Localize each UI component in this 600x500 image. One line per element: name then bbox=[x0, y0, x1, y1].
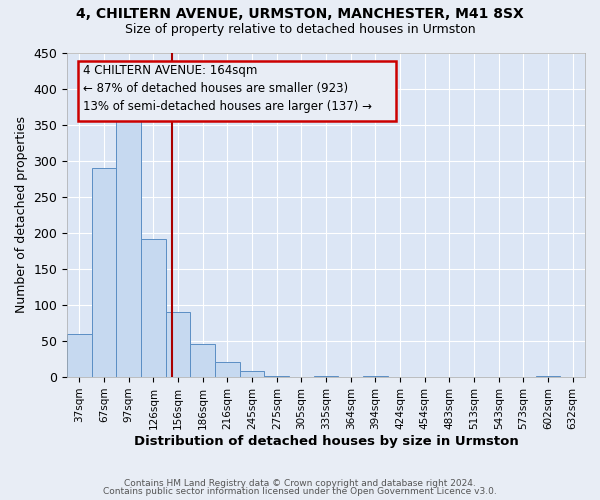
Text: Size of property relative to detached houses in Urmston: Size of property relative to detached ho… bbox=[125, 22, 475, 36]
FancyBboxPatch shape bbox=[77, 60, 396, 120]
Text: Contains HM Land Registry data © Crown copyright and database right 2024.: Contains HM Land Registry data © Crown c… bbox=[124, 478, 476, 488]
X-axis label: Distribution of detached houses by size in Urmston: Distribution of detached houses by size … bbox=[134, 434, 518, 448]
Y-axis label: Number of detached properties: Number of detached properties bbox=[15, 116, 28, 314]
Bar bbox=[363, 376, 388, 377]
Bar bbox=[215, 362, 240, 377]
Bar bbox=[141, 238, 166, 377]
Bar bbox=[92, 168, 116, 377]
Text: 4, CHILTERN AVENUE, URMSTON, MANCHESTER, M41 8SX: 4, CHILTERN AVENUE, URMSTON, MANCHESTER,… bbox=[76, 8, 524, 22]
Bar bbox=[314, 376, 338, 377]
Bar bbox=[240, 370, 265, 377]
Bar bbox=[166, 312, 190, 377]
Text: 4 CHILTERN AVENUE: 164sqm
← 87% of detached houses are smaller (923)
13% of semi: 4 CHILTERN AVENUE: 164sqm ← 87% of detac… bbox=[83, 64, 371, 113]
Bar bbox=[536, 376, 560, 377]
Bar bbox=[190, 344, 215, 377]
Text: Contains public sector information licensed under the Open Government Licence v3: Contains public sector information licen… bbox=[103, 487, 497, 496]
Bar bbox=[265, 376, 289, 377]
Bar bbox=[116, 121, 141, 377]
Bar bbox=[67, 334, 92, 377]
